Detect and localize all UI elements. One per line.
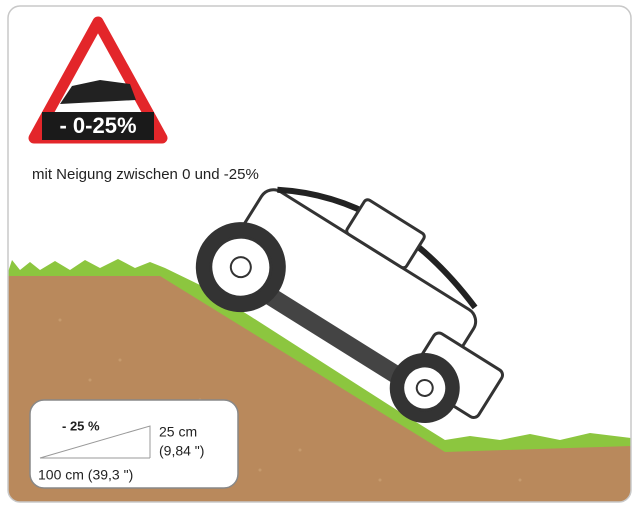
slope-box: - 25 % 25 cm (9,84 ") 100 cm (39,3 ") <box>30 400 238 488</box>
slope-grade: - 25 % <box>62 418 100 433</box>
illustration: - 0-25% mit Neigung zwischen 0 und -25% … <box>0 0 639 508</box>
page: - 0-25% mit Neigung zwischen 0 und -25% … <box>0 0 639 508</box>
slope-height-in: (9,84 ") <box>159 443 204 459</box>
caption: mit Neigung zwischen 0 und -25% <box>32 166 259 183</box>
badge-label: - 0-25% <box>59 113 136 138</box>
slope-length: 100 cm (39,3 ") <box>38 467 133 483</box>
slope-height-cm: 25 cm <box>159 424 197 440</box>
